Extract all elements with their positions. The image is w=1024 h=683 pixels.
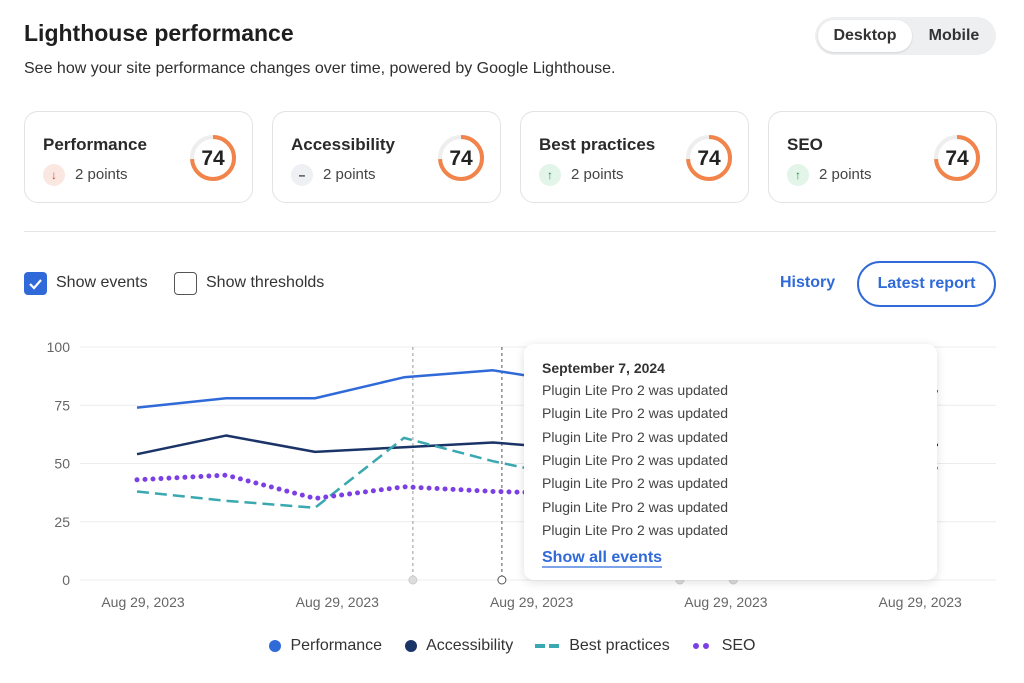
show-thresholds-checkbox[interactable] xyxy=(174,272,197,295)
card-title: Best practices xyxy=(539,135,656,154)
divider xyxy=(24,231,996,232)
y-tick-label: 75 xyxy=(54,397,70,413)
score-value: 74 xyxy=(201,147,225,170)
show-events-checkbox[interactable] xyxy=(24,272,47,295)
score-gauge: 74 xyxy=(686,135,732,181)
checkmark-icon xyxy=(29,279,42,290)
history-link[interactable]: History xyxy=(780,274,836,291)
legend-dot-icon xyxy=(405,640,418,652)
x-tick-label: Aug 29, 2023 xyxy=(490,594,574,610)
tooltip-event: Plugin Lite Pro 2 was updated xyxy=(542,428,729,445)
score-card-seo[interactable]: SEO ↑ 2 points 74 xyxy=(768,111,997,203)
arrow-up-icon: ↑ xyxy=(787,164,809,186)
legend-label: SEO xyxy=(721,637,756,654)
dash-icon: – xyxy=(291,164,313,186)
score-card-performance[interactable]: Performance ↓ 2 points 74 xyxy=(24,111,253,203)
card-title: Accessibility xyxy=(291,135,395,154)
event-marker[interactable] xyxy=(408,575,418,585)
tooltip-event: Plugin Lite Pro 2 was updated xyxy=(542,475,729,492)
events-tooltip: September 7, 2024 Plugin Lite Pro 2 was … xyxy=(524,344,937,580)
x-tick-label: Aug 29, 2023 xyxy=(101,594,185,610)
show-events-label: Show events xyxy=(56,274,148,291)
page-title: Lighthouse performance xyxy=(24,20,294,46)
legend-label: Best practices xyxy=(569,637,670,654)
score-gauge: 74 xyxy=(190,135,236,181)
series-line-best-practices xyxy=(136,436,939,510)
tooltip-date: September 7, 2024 xyxy=(542,360,665,376)
tooltip-event: Plugin Lite Pro 2 was updated xyxy=(542,405,729,422)
y-tick-label: 100 xyxy=(47,339,71,355)
card-title: Performance xyxy=(43,135,147,154)
arrow-down-icon: ↓ xyxy=(43,164,65,186)
latest-report-button[interactable]: Latest report xyxy=(857,261,996,307)
legend-label: Performance xyxy=(290,637,383,654)
card-title: SEO xyxy=(787,135,823,154)
score-value: 74 xyxy=(945,147,969,170)
chart-legend: Performance Accessibility Best practices… xyxy=(0,637,1024,655)
score-card-best-practices[interactable]: Best practices ↑ 2 points 74 xyxy=(520,111,749,203)
tooltip-event: Plugin Lite Pro 2 was updated xyxy=(542,498,729,515)
legend-seo[interactable]: SEO xyxy=(692,637,756,655)
score-gauge: 74 xyxy=(934,135,980,181)
legend-dot-icon xyxy=(269,640,282,652)
legend-best-practices[interactable]: Best practices xyxy=(535,637,670,655)
card-change: 2 points xyxy=(75,166,128,183)
x-tick-label: Aug 29, 2023 xyxy=(684,594,768,610)
arrow-up-icon: ↑ xyxy=(539,164,561,186)
show-all-events-link[interactable]: Show all events xyxy=(542,549,663,568)
mobile-tab[interactable]: Mobile xyxy=(928,27,980,44)
legend-dots-icon xyxy=(692,643,709,649)
card-change: 2 points xyxy=(323,166,376,183)
tooltip-event: Plugin Lite Pro 2 was updated xyxy=(542,451,729,468)
x-tick-label: Aug 29, 2023 xyxy=(296,594,380,610)
tooltip-event: Plugin Lite Pro 2 was updated xyxy=(542,382,729,398)
legend-performance[interactable]: Performance xyxy=(268,637,382,655)
card-change: 2 points xyxy=(571,166,624,183)
y-tick-label: 0 xyxy=(62,572,70,588)
device-toggle: Desktop Mobile xyxy=(815,17,996,55)
score-value: 74 xyxy=(449,147,473,170)
event-marker[interactable] xyxy=(497,575,507,585)
score-gauge: 74 xyxy=(438,135,484,181)
y-tick-label: 25 xyxy=(54,514,70,530)
score-value: 74 xyxy=(697,147,721,170)
legend-accessibility[interactable]: Accessibility xyxy=(404,637,513,655)
show-thresholds-label: Show thresholds xyxy=(206,274,325,291)
desktop-tab[interactable]: Desktop xyxy=(818,20,912,52)
score-card-accessibility[interactable]: Accessibility – 2 points 74 xyxy=(272,111,501,203)
card-change: 2 points xyxy=(819,166,872,183)
tooltip-event: Plugin Lite Pro 2 was updated xyxy=(542,521,729,538)
y-tick-label: 50 xyxy=(54,456,70,472)
page-subtitle: See how your site performance changes ov… xyxy=(24,60,616,77)
x-tick-label: Aug 29, 2023 xyxy=(879,594,963,610)
legend-label: Accessibility xyxy=(426,637,514,654)
legend-dash-icon xyxy=(535,644,560,648)
